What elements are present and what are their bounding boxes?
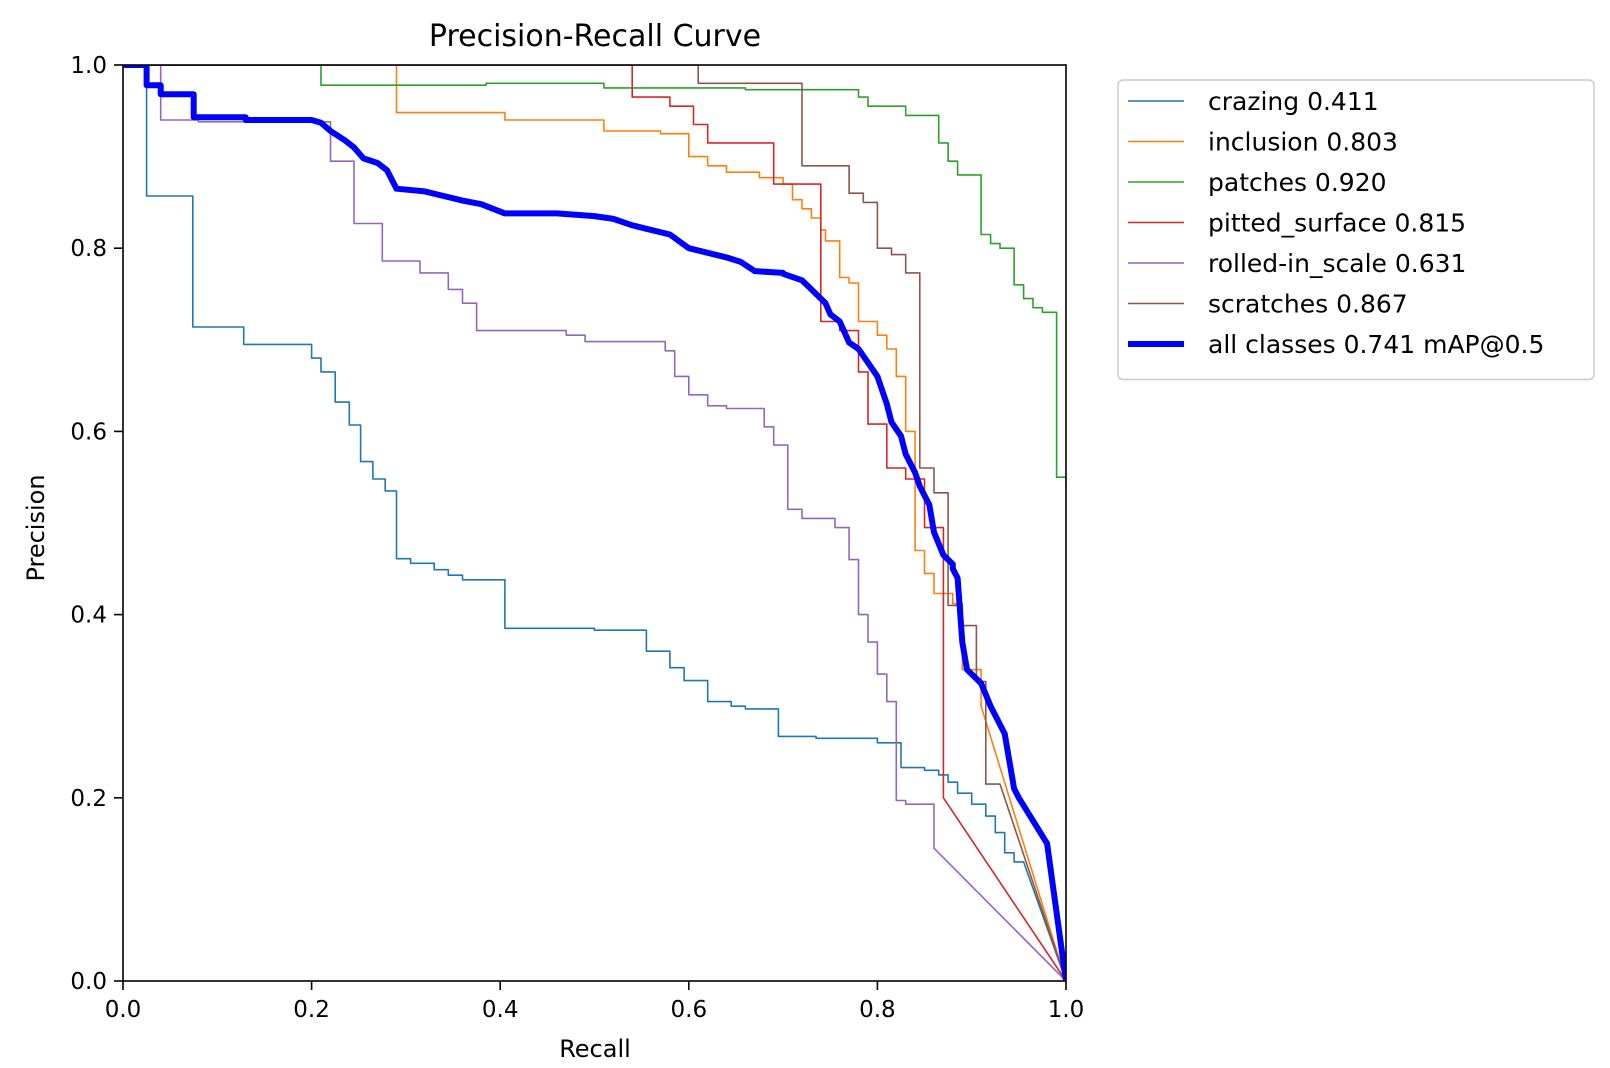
x-axis-label: Recall	[559, 1035, 631, 1063]
legend-entry: scratches 0.867	[1208, 290, 1408, 319]
series-line-scratches	[123, 65, 1066, 981]
legend-entry: inclusion 0.803	[1208, 128, 1398, 157]
series-line-patches	[123, 65, 1066, 488]
legend-entry: rolled-in_scale 0.631	[1208, 249, 1466, 278]
y-axis-ticks: 0.0 0.2 0.4 0.6 0.8 1.0	[70, 53, 123, 995]
y-tick-label: 0.8	[70, 236, 107, 262]
x-axis-ticks: 0.0 0.2 0.4 0.6 0.8 1.0	[105, 981, 1085, 1023]
y-tick-label: 0.4	[70, 603, 107, 629]
y-tick-label: 0.2	[70, 786, 107, 812]
legend-box	[1117, 79, 1595, 381]
y-tick-label: 1.0	[70, 53, 107, 79]
x-tick-label: 0.0	[105, 997, 142, 1023]
series-line-all-classes	[123, 65, 1066, 981]
legend-entry: patches 0.920	[1208, 168, 1387, 197]
chart-title: Precision-Recall Curve	[429, 19, 761, 54]
series-lines	[123, 65, 1066, 981]
series-line-rolled-in-scale	[123, 65, 1066, 981]
legend-entry: all classes 0.741 mAP@0.5	[1208, 330, 1544, 359]
series-line-inclusion	[123, 65, 1066, 981]
legend-entry: crazing 0.411	[1208, 87, 1379, 116]
x-tick-label: 0.2	[293, 997, 330, 1023]
x-tick-label: 0.8	[859, 997, 896, 1023]
x-tick-label: 0.6	[671, 997, 708, 1023]
legend-entry: pitted_surface 0.815	[1208, 209, 1466, 238]
axes-frame	[122, 64, 1067, 982]
y-tick-label: 0.0	[70, 969, 107, 995]
legend: crazing 0.411 inclusion 0.803 patches 0.92…	[1117, 79, 1595, 381]
series-line-crazing	[123, 65, 1066, 981]
y-axis-label: Precision	[22, 474, 50, 581]
plot-area	[122, 64, 1067, 982]
x-tick-label: 1.0	[1048, 997, 1085, 1023]
x-tick-label: 0.4	[482, 997, 519, 1023]
y-tick-label: 0.6	[70, 419, 107, 445]
